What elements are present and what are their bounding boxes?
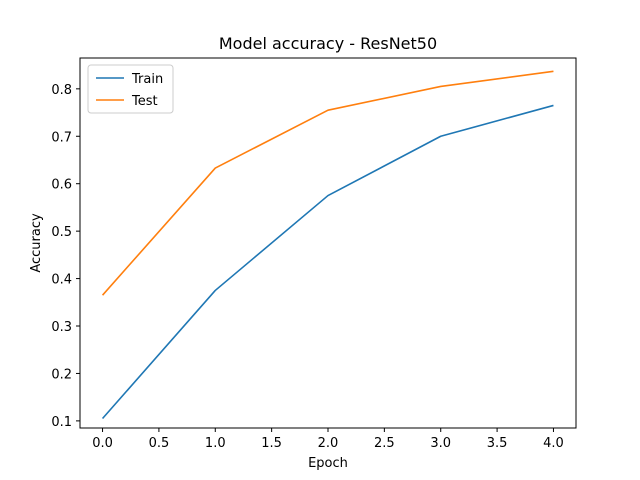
- x-tick-label: 0.5: [149, 436, 170, 451]
- x-tick-label: 2.0: [318, 436, 339, 451]
- y-tick-label: 0.2: [51, 367, 72, 382]
- y-tick-label: 0.7: [51, 130, 72, 145]
- chart-title: Model accuracy - ResNet50: [219, 34, 437, 53]
- legend-box: [87, 64, 174, 114]
- y-tick-label: 0.3: [51, 320, 72, 335]
- y-tick-label: 0.5: [51, 225, 72, 240]
- x-tick-label: 0.0: [92, 436, 113, 451]
- y-tick-label: 0.6: [51, 178, 72, 193]
- legend-label-test: Test: [131, 94, 158, 109]
- x-tick-label: 1.5: [261, 436, 282, 451]
- x-tick-label: 2.5: [374, 436, 395, 451]
- series-line-train: [101, 104, 554, 420]
- x-axis-label: Epoch: [308, 456, 348, 471]
- legend: Train Test: [87, 64, 174, 114]
- x-tick-label: 4.0: [543, 436, 564, 451]
- y-tick-label: 0.1: [51, 415, 72, 430]
- x-axis-ticks: 0.0 0.5 1.0 1.5 2.0 2.5 3.0 3.5 4.0: [92, 428, 564, 451]
- legend-label-train: Train: [131, 72, 163, 87]
- y-axis-label: Accuracy: [29, 213, 44, 273]
- y-tick-label: 0.4: [51, 273, 72, 288]
- y-tick-label: 0.8: [51, 83, 72, 98]
- series-lines: [101, 70, 554, 420]
- x-tick-label: 3.0: [430, 436, 451, 451]
- y-axis-ticks: 0.1 0.2 0.3 0.4 0.5 0.6 0.7 0.8: [51, 83, 80, 430]
- x-tick-label: 1.0: [205, 436, 226, 451]
- x-tick-label: 3.5: [487, 436, 508, 451]
